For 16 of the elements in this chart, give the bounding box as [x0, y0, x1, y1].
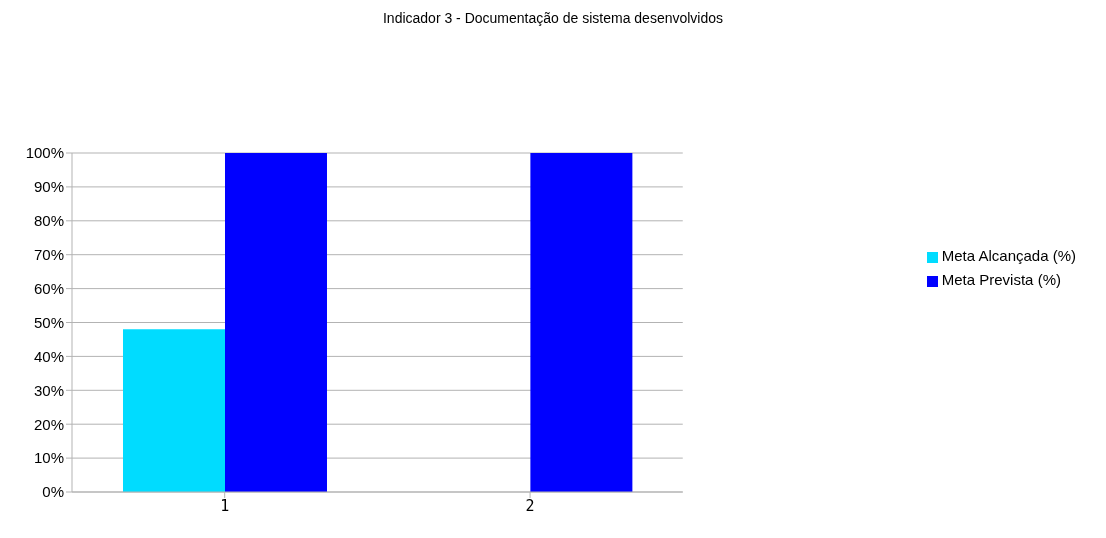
x-tick-label: 1: [220, 496, 230, 515]
y-tick-label: 100%: [25, 144, 64, 162]
y-tick-label: 50%: [33, 313, 64, 331]
y-tick-label: 10%: [33, 449, 64, 467]
y-tick-label: 40%: [33, 347, 64, 365]
y-tick-label: 0%: [42, 483, 64, 501]
y-tick-label: 80%: [33, 212, 64, 230]
x-tick-label: 2: [525, 496, 535, 515]
y-tick-label: 90%: [33, 178, 64, 196]
y-tick-label: 20%: [33, 415, 64, 433]
y-tick-label: 30%: [33, 381, 64, 399]
legend-label: Meta Prevista (%): [941, 271, 1061, 288]
legend-label: Meta Alcançada (%): [941, 247, 1076, 264]
chart-title: Indicador 3 - Documentação de sistema desenvolvidos: [381, 10, 725, 26]
y-tick-label: 70%: [33, 246, 64, 264]
y-tick-label: 60%: [33, 279, 64, 297]
